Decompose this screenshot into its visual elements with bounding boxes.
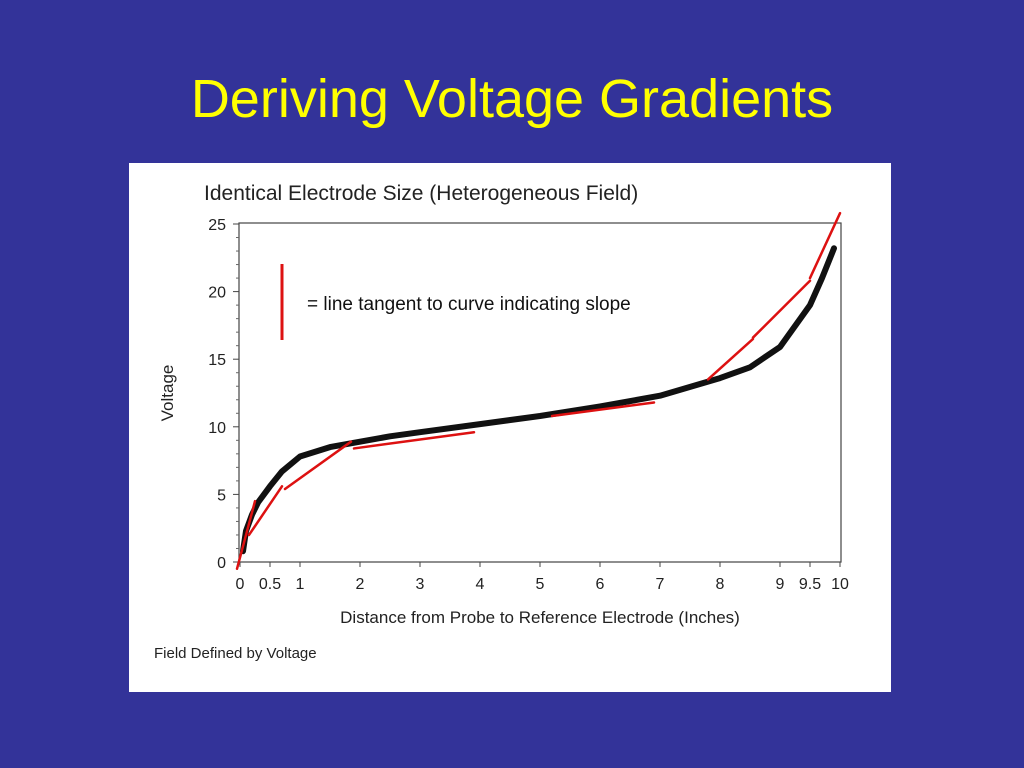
y-tick-label: 20 — [208, 285, 226, 302]
tangent-line — [706, 337, 755, 381]
y-tick-label: 10 — [208, 420, 226, 437]
slide-title: Deriving Voltage Gradients — [190, 69, 834, 129]
y-tick-label: 5 — [217, 487, 226, 504]
chart-panel: Identical Electrode Size (Heterogeneous … — [129, 163, 891, 692]
x-tick-label: 1 — [296, 576, 305, 593]
x-tick-label: 6 — [596, 576, 605, 593]
x-tick-label: 2 — [356, 576, 365, 593]
x-tick-label: 0.5 — [259, 576, 281, 593]
x-tick-label: 7 — [656, 576, 665, 593]
tangent-line — [751, 279, 812, 339]
x-tick-label: 10 — [831, 576, 849, 593]
plot-frame — [238, 222, 842, 563]
x-tick-label: 3 — [416, 576, 425, 593]
chart-title: Identical Electrode Size (Heterogeneous … — [204, 182, 638, 205]
tangent-line — [808, 211, 842, 280]
y-tick-label: 15 — [208, 352, 226, 369]
tangent-line — [247, 485, 284, 537]
x-axis-label: Distance from Probe to Reference Electro… — [340, 608, 740, 627]
voltage-curve — [240, 245, 837, 555]
x-axis-ticks: 0 0.5 1 2 3 4 5 6 7 8 9 9.5 10 — [236, 562, 849, 593]
tangent-line — [283, 440, 353, 491]
x-tick-label: 4 — [476, 576, 485, 593]
chart-svg: Identical Electrode Size (Heterogeneous … — [154, 182, 849, 662]
x-tick-label: 8 — [716, 576, 725, 593]
figure-caption: Field Defined by Voltage — [154, 645, 317, 662]
x-tick-label: 9.5 — [799, 576, 821, 593]
y-axis-ticks: 0 5 10 15 20 25 — [208, 217, 239, 572]
legend-label: = line tangent to curve indicating slope — [307, 294, 631, 315]
tangent-line — [235, 499, 257, 571]
x-tick-label: 5 — [536, 576, 545, 593]
tangent-line — [550, 401, 656, 418]
y-tick-label: 0 — [217, 555, 226, 572]
x-tick-label: 9 — [776, 576, 785, 593]
y-tick-label: 25 — [208, 217, 226, 234]
tangent-lines — [235, 211, 842, 571]
y-axis-label: Voltage — [158, 365, 177, 422]
tangent-line — [352, 430, 476, 450]
x-tick-label: 0 — [236, 576, 245, 593]
